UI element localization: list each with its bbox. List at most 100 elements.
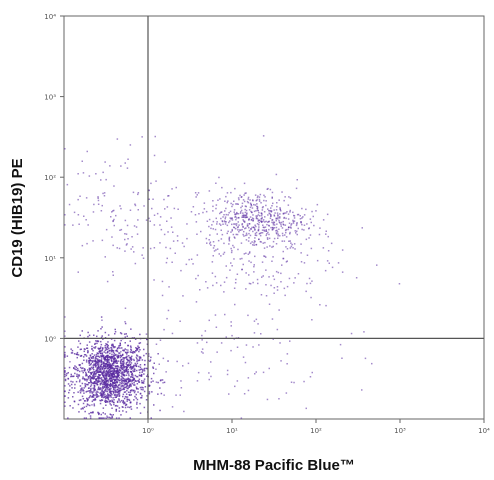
event-dot: [120, 355, 122, 357]
event-dot: [76, 375, 78, 377]
event-dot: [121, 380, 123, 383]
event-dot: [110, 417, 112, 419]
event-dot: [235, 278, 237, 281]
event-dot: [122, 363, 125, 366]
event-dot: [113, 378, 115, 381]
event-dot: [123, 366, 126, 368]
event-dot: [108, 389, 111, 391]
event-dot: [205, 281, 207, 283]
event-dot: [64, 395, 66, 397]
event-dot: [208, 378, 210, 381]
event-dot: [228, 236, 231, 239]
event-dot: [288, 277, 291, 280]
event-dot: [89, 375, 91, 378]
event-dot: [209, 242, 211, 245]
event-dot: [94, 375, 96, 377]
event-dot: [130, 368, 132, 370]
event-dot: [240, 206, 242, 209]
event-dot: [111, 353, 113, 356]
event-dot: [105, 382, 107, 384]
event-dot: [106, 396, 108, 398]
event-dot: [237, 229, 239, 231]
event-dot: [94, 398, 97, 401]
event-dot: [262, 135, 265, 137]
event-dot: [271, 221, 273, 224]
event-dot: [111, 344, 113, 347]
event-dot: [138, 365, 140, 368]
event-dot: [257, 282, 259, 285]
event-dot: [116, 380, 118, 383]
event-dot: [265, 230, 268, 232]
event-dot: [114, 394, 117, 396]
event-dot: [79, 370, 81, 373]
event-dot: [215, 326, 218, 328]
event-dot: [125, 244, 128, 246]
event-dot: [172, 240, 175, 242]
event-dot: [97, 358, 99, 360]
event-dot: [180, 269, 182, 272]
event-dot: [197, 274, 199, 277]
event-dot: [295, 232, 297, 234]
event-dot: [108, 365, 111, 368]
event-dot: [125, 393, 128, 395]
event-dot: [284, 224, 287, 226]
event-dot: [119, 384, 121, 386]
event-dot: [163, 233, 166, 236]
event-dot: [104, 356, 107, 359]
event-dot: [98, 370, 100, 372]
event-dot: [248, 274, 250, 276]
event-dot: [135, 375, 138, 378]
event-dot: [138, 356, 141, 358]
event-dot: [102, 372, 104, 375]
event-dot: [93, 368, 95, 371]
event-dot: [82, 376, 84, 378]
event-dot: [286, 260, 288, 262]
event-dot: [124, 404, 127, 407]
event-dot: [141, 395, 143, 397]
event-dot: [277, 271, 280, 274]
event-dot: [308, 227, 310, 229]
event-dot: [64, 367, 66, 369]
event-dot: [339, 343, 342, 346]
event-dot: [361, 389, 363, 391]
event-dot: [115, 383, 117, 386]
event-dot: [134, 364, 136, 367]
event-dot: [147, 353, 150, 355]
event-dot: [258, 211, 260, 214]
event-dot: [96, 368, 99, 371]
event-dot: [253, 227, 256, 229]
event-dot: [284, 294, 286, 297]
event-dot: [103, 362, 105, 364]
event-dot: [275, 209, 278, 211]
event-dot: [196, 194, 198, 196]
event-dot: [98, 350, 100, 353]
event-dot: [280, 360, 282, 362]
event-dot: [138, 342, 140, 345]
event-dot: [108, 388, 111, 390]
event-dot: [112, 382, 114, 384]
event-dot: [220, 284, 222, 287]
event-dot: [113, 403, 115, 406]
event-dot: [132, 376, 134, 378]
event-dot: [129, 389, 132, 392]
event-dot: [120, 332, 123, 335]
event-dot: [90, 388, 92, 391]
event-dot: [139, 412, 142, 414]
event-dot: [105, 178, 107, 181]
event-dot: [108, 364, 110, 367]
event-dot: [212, 247, 215, 249]
event-dot: [107, 395, 110, 397]
event-dot: [113, 360, 116, 363]
event-dot: [99, 366, 102, 368]
event-dot: [143, 380, 145, 382]
event-dot: [255, 244, 257, 246]
event-dot: [114, 379, 116, 381]
event-dot: [85, 197, 88, 199]
event-dot: [83, 368, 86, 370]
event-dot: [104, 386, 106, 388]
event-dot: [248, 282, 251, 285]
event-dot: [286, 353, 289, 355]
event-dot: [96, 340, 98, 342]
event-dot: [113, 361, 115, 363]
event-dot: [273, 278, 276, 281]
